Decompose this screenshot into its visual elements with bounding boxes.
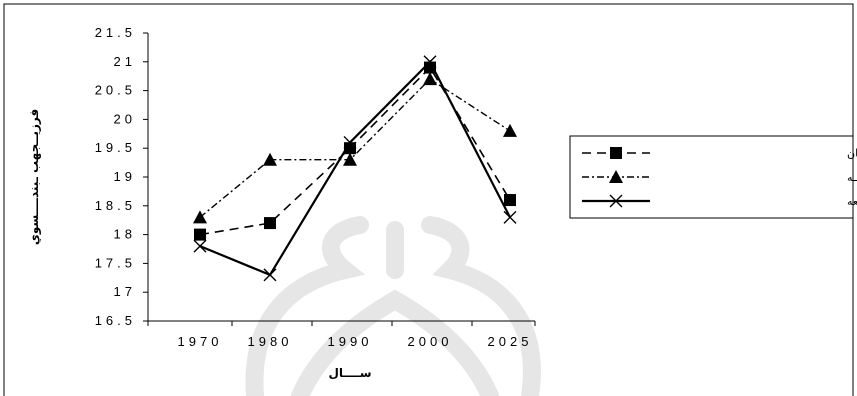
y-tick-label: 18.5 xyxy=(95,198,136,213)
x-tick-label: 2025 xyxy=(488,334,533,349)
y-axis-ticks: 16.5 17 17.5 18 18.5 19 19.5 20 20.5 21 21.5 xyxy=(95,25,148,328)
data-point-x-marker xyxy=(263,268,277,282)
legend-items: جهـــان منـــاطق توســـعه يافتــــه منـــا… xyxy=(582,147,857,209)
data-point-triangle-marker xyxy=(263,152,277,166)
y-tick-label: 19.5 xyxy=(95,140,136,155)
series-3 xyxy=(193,55,517,282)
x-tick-label: 1970 xyxy=(178,334,223,349)
legend-x-marker xyxy=(609,194,623,208)
data-point-square-marker xyxy=(264,217,276,230)
legend-item: منـــاطق در حـــال توســــعه xyxy=(582,194,857,209)
data-point-triangle-marker xyxy=(503,123,517,137)
y-tick-label: 19 xyxy=(114,169,136,184)
series-layer xyxy=(193,55,517,282)
data-point-x-marker xyxy=(343,135,357,149)
data-point-x-marker xyxy=(503,210,517,224)
legend-label: جهـــان xyxy=(847,147,857,160)
y-tick-label: 17.5 xyxy=(95,255,136,270)
legend-square-marker xyxy=(610,147,622,159)
y-tick-label: 17 xyxy=(114,284,136,299)
data-point-square-marker xyxy=(424,61,436,74)
data-point-triangle-marker xyxy=(193,210,207,224)
x-axis-title: ســــال xyxy=(328,366,371,380)
data-point-x-marker xyxy=(193,239,207,253)
y-tick-label: 16.5 xyxy=(95,313,136,328)
y-tick-label: 20 xyxy=(114,111,136,126)
data-point-square-marker xyxy=(194,228,206,241)
data-point-x-marker xyxy=(423,55,437,69)
data-point-triangle-marker xyxy=(423,72,437,86)
y-axis-title: فرزيــجهب ـبندــــسوي xyxy=(27,109,42,245)
legend: جهـــان منـــاطق توســـعه يافتــــه منـــا… xyxy=(569,135,857,219)
y-tick-label: 21 xyxy=(114,54,136,69)
x-tick-label: 1980 xyxy=(248,334,293,349)
legend-triangle-marker xyxy=(609,170,623,183)
y-tick-label: 21.5 xyxy=(95,25,136,40)
x-tick-label: 1990 xyxy=(328,334,373,349)
series-1 xyxy=(194,61,516,241)
data-point-square-marker xyxy=(504,194,516,207)
y-tick-label: 20.5 xyxy=(95,83,136,98)
x-axis-ticks: 1970 1980 1990 2000 2025 xyxy=(147,321,536,349)
watermark-ornament xyxy=(245,216,541,396)
legend-item: جهـــان xyxy=(582,147,857,160)
legend-label: منـــاطق توســـعه يافتــــه xyxy=(847,171,857,185)
data-point-triangle-marker xyxy=(343,152,357,166)
legend-label: منـــاطق در حـــال توســــعه xyxy=(847,195,857,209)
x-tick-label: 2000 xyxy=(408,334,453,349)
y-tick-label: 18 xyxy=(114,227,136,242)
series-2 xyxy=(193,72,517,224)
legend-item: منـــاطق توســـعه يافتــــه xyxy=(582,170,857,185)
